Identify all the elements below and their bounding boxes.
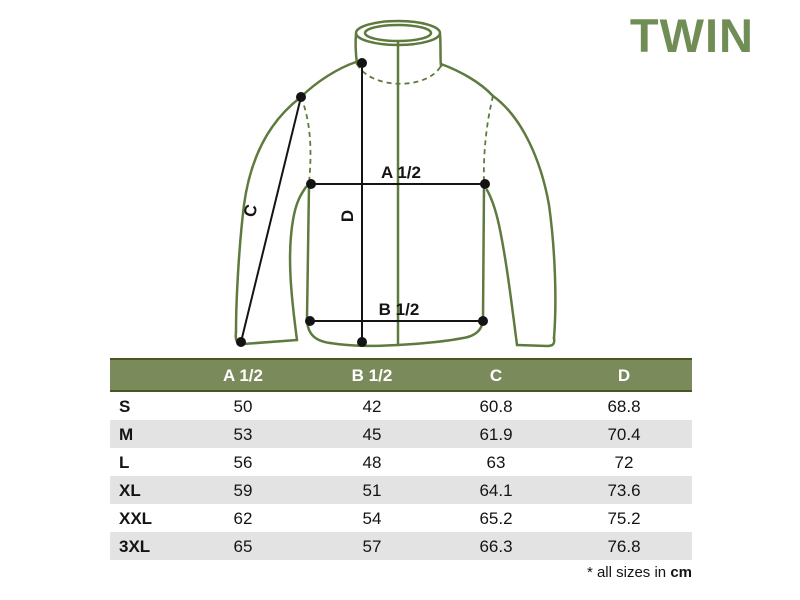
size-table: A 1/2 B 1/2 C D S 50 42 60.8 68.8 M 53 4… [110, 358, 692, 560]
table-cell: 65 [233, 536, 253, 556]
dot-d-bottom [357, 337, 367, 347]
right-cuff [515, 336, 556, 348]
table-header-b: B 1/2 [351, 365, 393, 385]
table-header-d: D [617, 365, 631, 385]
right-sleeve-inner [485, 188, 519, 347]
left-sleeve-inner [288, 185, 308, 342]
table-cell: 61.9 [479, 424, 513, 444]
dot-a-right [480, 179, 490, 189]
size-label: S [119, 396, 131, 416]
left-armhole-seam [300, 96, 312, 184]
table-cell: 76.8 [607, 536, 641, 556]
table-cell: 66.3 [479, 536, 513, 556]
table-row: XXL 62 54 65.2 75.2 [110, 504, 692, 532]
measure-label-c: C [240, 203, 261, 219]
units-footnote-text: * all sizes in [586, 564, 667, 581]
table-cell: 42 [362, 396, 382, 416]
dot-a-left [306, 179, 316, 189]
table-cell: 60.8 [479, 396, 513, 416]
measurement-labels: A 1/2 B 1/2 D C [240, 163, 421, 319]
measurement-lines [240, 63, 485, 343]
size-label: M [119, 424, 134, 444]
table-cell: 72 [614, 452, 634, 472]
table-cell: 56 [233, 452, 253, 472]
units-footnote: * all sizes in cm [587, 564, 692, 581]
table-cell: 53 [233, 424, 253, 444]
left-shoulder [299, 60, 358, 99]
table-header-row: A 1/2 B 1/2 C D [110, 358, 692, 392]
table-header-c: C [489, 365, 503, 385]
table-cell: 57 [362, 536, 382, 556]
size-label: XL [119, 480, 141, 500]
table-cell: 73.6 [607, 480, 641, 500]
units-footnote-unit: cm [670, 564, 692, 581]
dot-b-right [478, 316, 488, 326]
table-cell: 68.8 [607, 396, 641, 416]
dot-c-top [296, 92, 306, 102]
size-label: XXL [119, 508, 153, 528]
jacket-diagram: A 1/2 B 1/2 D C [234, 19, 557, 348]
size-label: 3XL [119, 536, 151, 556]
collar-inner-ring [363, 23, 433, 43]
table-row: L 56 48 63 72 [110, 448, 692, 476]
right-shoulder [439, 62, 495, 98]
table-cell: 59 [233, 480, 253, 500]
right-body-side [466, 184, 486, 339]
measure-label-b: B 1/2 [379, 300, 420, 319]
hem [328, 335, 470, 348]
table-cell: 62 [233, 508, 253, 528]
table-header-a: A 1/2 [222, 365, 263, 385]
size-label: L [119, 452, 130, 472]
measurement-dots [236, 58, 490, 347]
table-cell: 48 [362, 452, 382, 472]
table-cell: 50 [233, 396, 253, 416]
dot-d-top [357, 58, 367, 68]
collar-right-edge [438, 32, 443, 68]
table-cell: 63 [486, 452, 506, 472]
table-row: M 53 45 61.9 70.4 [110, 420, 692, 448]
table-row: S 50 42 60.8 68.8 [110, 392, 692, 420]
table-cell: 70.4 [607, 424, 641, 444]
table-row: 3XL 65 57 66.3 76.8 [110, 532, 692, 560]
right-sleeve-outer [491, 94, 557, 340]
left-sleeve-outer [234, 95, 303, 334]
table-cell: 51 [362, 480, 382, 500]
measure-label-a: A 1/2 [381, 163, 421, 182]
dot-c-bottom [236, 337, 246, 347]
dot-b-left [305, 316, 315, 326]
measure-label-d: D [338, 210, 357, 222]
right-armhole-seam [482, 95, 494, 184]
table-cell: 54 [362, 508, 382, 528]
table-cell: 65.2 [479, 508, 513, 528]
table-cell: 75.2 [607, 508, 641, 528]
measure-line-c [240, 96, 302, 343]
table-row: XL 59 51 64.1 73.6 [110, 476, 692, 504]
table-cell: 64.1 [479, 480, 513, 500]
collar-left-edge [354, 32, 359, 66]
table-cell: 45 [362, 424, 382, 444]
page-title: TWIN [629, 9, 754, 62]
